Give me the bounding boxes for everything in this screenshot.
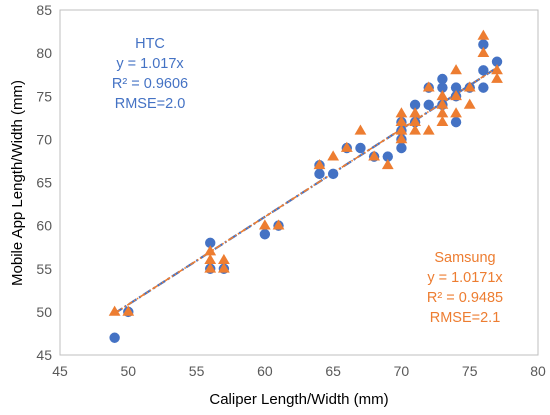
y-tick-label: 75	[36, 88, 52, 104]
y-tick-label: 70	[36, 131, 52, 147]
data-point-circle	[355, 142, 366, 154]
data-point-triangle	[204, 262, 217, 273]
data-point-triangle	[217, 262, 230, 273]
samsung-annotation-line: R² = 0.9485	[427, 290, 503, 306]
data-point-triangle	[395, 133, 408, 144]
data-point-circle	[259, 229, 271, 240]
samsung-annotation: Samsung y = 1.0171x R² = 0.9485 RMSE=2.1	[427, 250, 504, 326]
data-point-circle	[478, 82, 489, 93]
data-point-triangle	[313, 159, 326, 170]
y-tick-label: 45	[36, 347, 52, 363]
data-point-circle	[423, 99, 434, 111]
y-tick-label: 65	[36, 175, 52, 191]
data-point-triangle	[204, 253, 217, 264]
data-point-triangle	[340, 141, 353, 152]
y-tick-label: 50	[36, 304, 52, 320]
x-tick-label: 75	[462, 363, 478, 379]
x-tick-labels: 45 50 55 60 65 70 75 80	[52, 363, 546, 379]
trendline	[114, 66, 498, 314]
x-tick-label: 55	[189, 363, 205, 379]
data-point-triangle	[327, 150, 340, 161]
data-point-circle	[478, 65, 489, 76]
data-point-triangle	[491, 64, 503, 75]
htc-annotation-line: y = 1.017x	[116, 56, 184, 72]
data-point-triangle	[450, 64, 462, 75]
y-tick-label: 85	[36, 2, 52, 18]
htc-annotation: HTC y = 1.017x R² = 0.9606 RMSE=2.0	[112, 36, 188, 112]
x-tick-label: 80	[530, 363, 546, 379]
y-tick-label: 60	[36, 218, 52, 234]
x-tick-label: 70	[394, 363, 410, 379]
y-axis-title: Mobile App Length/Width (mm)	[9, 80, 26, 286]
data-point-triangle	[450, 90, 462, 101]
data-point-circle	[205, 237, 216, 249]
x-axis-title: Caliper Length/Width (mm)	[209, 391, 388, 408]
samsung-annotation-line: RMSE=2.1	[430, 310, 501, 326]
y-tick-label: 80	[36, 45, 52, 61]
data-point-triangle	[108, 305, 121, 316]
data-point-triangle	[409, 124, 421, 135]
y-tick-labels: 45 50 55 60 65 70 75 80 85	[36, 2, 52, 363]
data-point-circle	[491, 56, 503, 67]
data-point-triangle	[477, 46, 490, 57]
data-point-circle	[409, 99, 421, 111]
data-point-circle	[109, 332, 120, 343]
data-point-circle	[478, 39, 489, 50]
data-point-triangle	[354, 124, 367, 135]
data-point-circle	[396, 142, 407, 154]
data-points	[108, 29, 503, 343]
y-tick-label: 55	[36, 261, 52, 277]
data-point-triangle	[436, 115, 449, 126]
data-point-triangle	[395, 115, 408, 126]
data-point-triangle	[463, 81, 476, 92]
data-point-circle	[382, 151, 393, 162]
data-point-triangle	[422, 124, 435, 135]
x-tick-label: 50	[120, 363, 136, 379]
data-point-triangle	[436, 107, 449, 118]
htc-annotation-line: HTC	[135, 36, 165, 52]
data-point-triangle	[204, 245, 217, 256]
data-point-triangle	[395, 124, 408, 135]
data-point-triangle	[381, 159, 394, 170]
data-point-triangle	[491, 72, 503, 83]
data-point-circle	[437, 73, 448, 85]
htc-annotation-line: RMSE=2.0	[115, 96, 186, 112]
data-point-triangle	[395, 107, 408, 118]
data-point-triangle	[258, 219, 271, 230]
trendlines	[114, 66, 498, 315]
data-point-triangle	[477, 29, 490, 40]
data-point-triangle	[122, 305, 135, 316]
data-point-circle	[450, 116, 462, 128]
data-point-triangle	[368, 150, 381, 161]
data-point-triangle	[409, 107, 421, 118]
data-point-triangle	[436, 98, 449, 109]
data-point-circle	[450, 82, 462, 93]
x-tick-label: 60	[257, 363, 273, 379]
data-point-triangle	[272, 219, 285, 230]
data-point-triangle	[450, 107, 462, 118]
data-point-circle	[327, 168, 339, 180]
samsung-annotation-line: y = 1.0171x	[427, 270, 503, 286]
x-tick-label: 45	[52, 363, 68, 379]
data-point-circle	[437, 82, 448, 93]
data-point-triangle	[409, 115, 421, 126]
samsung-annotation-line: Samsung	[434, 250, 495, 266]
htc-annotation-line: R² = 0.9606	[112, 76, 188, 92]
data-point-triangle	[217, 253, 230, 264]
data-point-circle	[314, 168, 325, 180]
data-point-triangle	[422, 81, 435, 92]
data-point-triangle	[463, 98, 476, 109]
data-point-triangle	[436, 90, 449, 101]
x-tick-label: 65	[325, 363, 341, 379]
